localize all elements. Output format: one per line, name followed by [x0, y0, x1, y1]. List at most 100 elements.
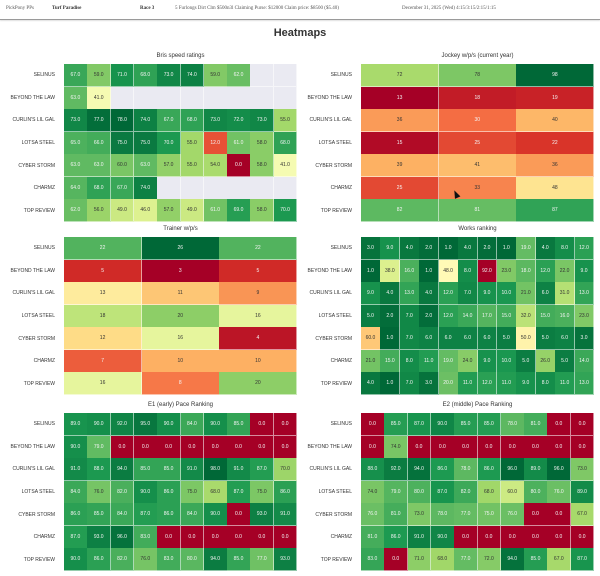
e2-cell: 0.0: [524, 435, 548, 459]
e2-cell: 0.0: [407, 435, 432, 459]
works-cell: 8.0: [458, 259, 478, 283]
e2-cell: 0.0: [500, 525, 525, 549]
bris-cell: 58.0: [250, 199, 275, 223]
app-name: PickPony PPs: [6, 6, 34, 11]
bris-cell: 46.0: [133, 199, 158, 223]
e2-cell: 76.0: [361, 503, 385, 527]
trainer-row-label: SELINUS: [33, 245, 55, 252]
bris-cell: [180, 86, 205, 110]
works-cell: 13.0: [574, 282, 595, 306]
trainer-cell: 26: [141, 237, 220, 261]
e2-cell: 0.0: [547, 525, 572, 549]
works-cell: 9.0: [361, 282, 381, 306]
bris-cell: 69.0: [227, 199, 251, 223]
bris-cell: 60.0: [110, 154, 135, 178]
bris-cell: [250, 176, 275, 200]
trainer-cell: 12: [64, 327, 143, 351]
e1-cell: 90.0: [203, 413, 228, 437]
e2-cell: 0.0: [524, 525, 548, 549]
bris-cell: 54.0: [203, 154, 228, 178]
e2-cell: 89.0: [570, 480, 595, 504]
bris-cell: 49.0: [110, 199, 135, 223]
works-cell: 9.0: [477, 349, 498, 373]
e2-cell: 85.0: [454, 413, 478, 437]
works-cell: 23.0: [496, 259, 517, 283]
jockey-cell: 87: [516, 199, 595, 223]
works-cell: 8.0: [555, 237, 576, 261]
works-cell: 8.0: [535, 372, 556, 396]
bris-cell: 57.0: [157, 199, 181, 223]
trainer-row-label: TOP REVIEW: [23, 380, 55, 387]
jockey-cell: 48: [516, 176, 595, 200]
works-cell: 7.0: [399, 372, 420, 396]
bris-cell: 65.0: [64, 131, 88, 155]
bris-cell: 55.0: [273, 109, 298, 133]
e2-cell: 0.0: [454, 435, 478, 459]
works-cell: 17.0: [477, 304, 498, 328]
works-cell: 26.0: [535, 349, 556, 373]
e2-cell: 0.0: [547, 435, 572, 459]
e1-cell: 90.0: [203, 503, 228, 527]
works-cell: 7.0: [399, 327, 420, 351]
works-cell: 31.0: [555, 282, 576, 306]
e1-cell: 0.0: [110, 435, 135, 459]
works-cell: 12.0: [438, 304, 459, 328]
jockey-cell: 98: [516, 64, 595, 88]
e2-cell: 79.0: [384, 480, 409, 504]
bris-cell: 73.0: [64, 109, 88, 133]
jockey-row-label: CHARMZ: [330, 185, 352, 192]
e1-cell: 70.0: [273, 458, 298, 482]
e2-cell: 72.0: [477, 548, 502, 572]
bris-cell: 62.0: [64, 199, 88, 223]
e2-cell: 60.0: [500, 480, 525, 504]
e2-cell: 87.0: [407, 413, 432, 437]
works-cell: 6.0: [555, 327, 576, 351]
e2-cell: 0.0: [361, 435, 385, 459]
e1-cell: 79.0: [87, 435, 112, 459]
trainer-cell: 20: [219, 372, 298, 396]
bris-cell: [203, 176, 228, 200]
e1-cell: 0.0: [227, 503, 251, 527]
bris-cell: 73.0: [203, 109, 228, 133]
works-cell: 10.0: [496, 349, 517, 373]
bris-cell: 70.0: [273, 199, 298, 223]
trainer-cell: 8: [141, 372, 220, 396]
e1-cell: 83.0: [157, 548, 181, 572]
trainer-cell: 10: [141, 349, 220, 373]
e1-row-label: LOTSA STEEL: [21, 489, 55, 495]
bris-cell: 59.0: [203, 64, 228, 88]
works-cell: 5.0: [361, 304, 381, 328]
works-cell: 13.0: [399, 282, 420, 306]
e2-cell: 86.0: [430, 458, 455, 482]
e1-cell: 83.0: [133, 525, 158, 549]
works-cell: 48.0: [438, 259, 459, 283]
e1-cell: 92.0: [110, 413, 135, 437]
e1-cell: 0.0: [180, 435, 205, 459]
race-datetime: December 31, 2025 (Wed) 4:15/3:15/2:15/1…: [402, 6, 496, 11]
e1-cell: 94.0: [110, 458, 135, 482]
e1-cell: 85.0: [227, 413, 251, 437]
e1-cell: 86.0: [87, 548, 112, 572]
works-cell: 38.0: [380, 259, 401, 283]
e2-cell: 89.0: [524, 458, 548, 482]
bris-cell: 12.0: [203, 131, 228, 155]
jockey-cell: 15: [361, 131, 440, 155]
works-cell: 2.0: [477, 237, 498, 261]
works-row-label: BEYOND THE LAW: [307, 267, 352, 274]
e1-cell: 82.0: [110, 548, 135, 572]
works-cell: 7.0: [399, 304, 420, 328]
e1-cell: 93.0: [87, 525, 112, 549]
e1-cell: 85.0: [133, 458, 158, 482]
e1-cell: 91.0: [227, 458, 251, 482]
e2-cell: 78.0: [500, 413, 525, 437]
race-number: Race 3: [140, 6, 155, 11]
works-cell: 15.0: [496, 304, 517, 328]
bris-cell: [110, 86, 135, 110]
jockey-cell: 72: [361, 64, 440, 88]
jockey-row-label: LOTSA STEEL: [318, 140, 352, 146]
e2-row-label: SELINUS: [330, 421, 352, 428]
works-cell: 11.0: [419, 349, 440, 373]
e1-cell: 87.0: [133, 503, 158, 527]
e1-row-label: SELINUS: [33, 421, 55, 428]
bris-cell: 58.0: [250, 154, 275, 178]
